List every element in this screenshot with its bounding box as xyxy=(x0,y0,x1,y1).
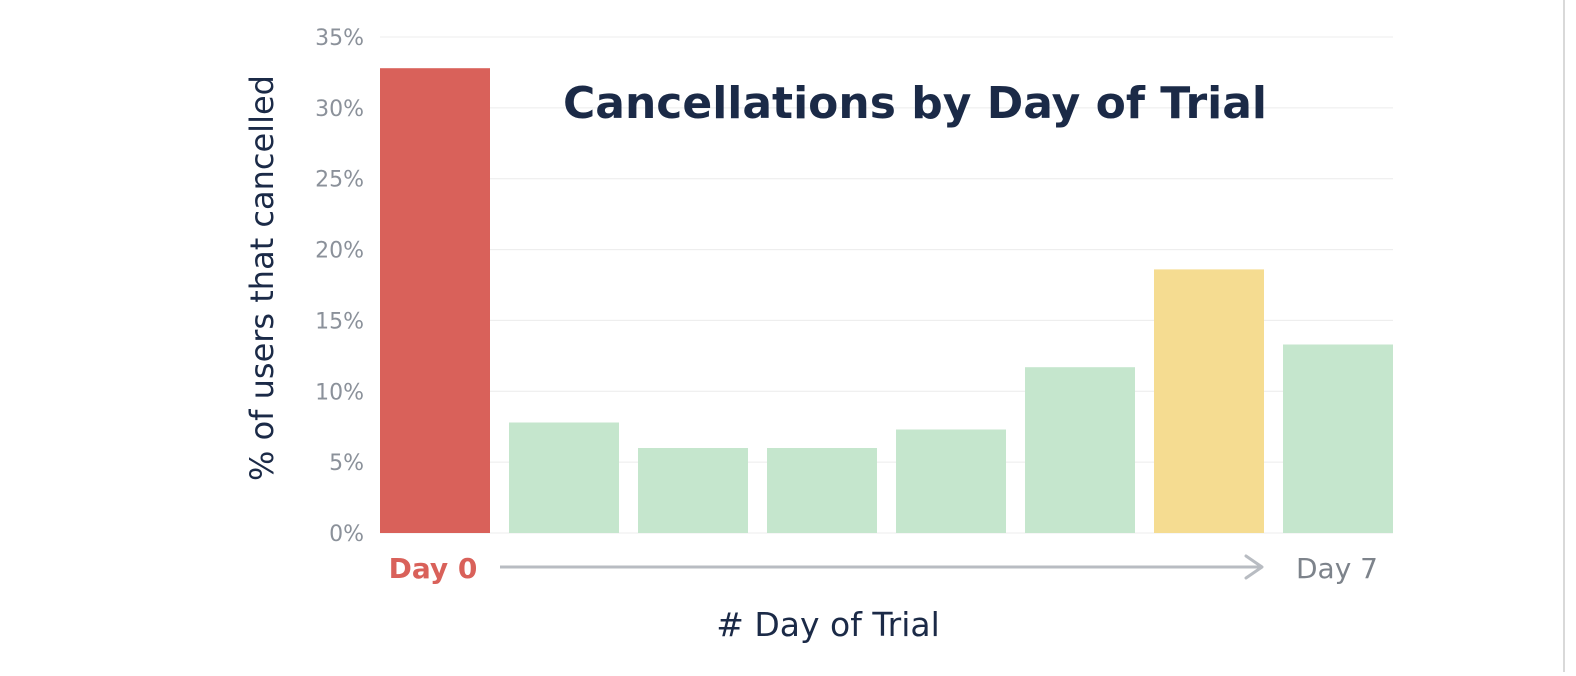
y-tick-label: 20% xyxy=(315,239,364,264)
bar-day-2 xyxy=(638,448,748,533)
x-axis-arrowhead xyxy=(1244,554,1264,580)
bar-day-3 xyxy=(767,448,877,533)
y-tick-label: 30% xyxy=(315,97,364,122)
chart-title: Cancellations by Day of Trial xyxy=(563,78,1267,129)
bar-day-4 xyxy=(896,429,1006,533)
y-tick-label: 25% xyxy=(315,168,364,193)
bar-day-6 xyxy=(1154,269,1264,533)
y-tick-label: 35% xyxy=(315,26,364,51)
bar-day-1 xyxy=(509,422,619,533)
bar-day-0 xyxy=(380,68,490,533)
y-tick-label: 5% xyxy=(329,451,364,476)
x-start-label: Day 0 xyxy=(389,552,478,585)
y-tick-label: 10% xyxy=(315,380,364,405)
y-tick-label: 0% xyxy=(329,522,364,547)
y-axis-ticks: 0% 5% 10% 15% 20% 25% 30% 35% xyxy=(315,26,364,547)
y-tick-label: 15% xyxy=(315,309,364,334)
y-axis-label: % of users that cancelled xyxy=(243,75,281,481)
x-axis-label: # Day of Trial xyxy=(716,605,940,644)
bar-day-7 xyxy=(1283,344,1393,533)
right-border xyxy=(1563,0,1565,672)
bar-day-5 xyxy=(1025,367,1135,533)
x-end-label: Day 7 xyxy=(1296,552,1378,585)
bars xyxy=(380,68,1393,533)
